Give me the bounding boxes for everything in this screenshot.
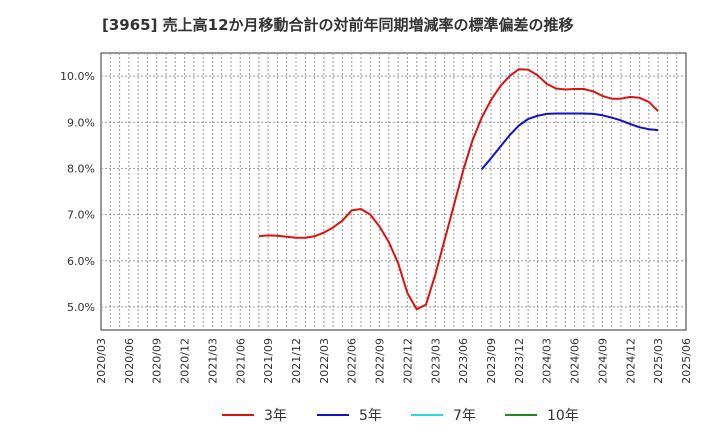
x-tick-label: 2021/06 (234, 338, 247, 384)
legend-label: 3年 (264, 408, 287, 424)
grid-layer (101, 53, 686, 330)
x-tick-label: 2025/03 (652, 338, 665, 384)
legend-swatch (505, 414, 537, 416)
y-tick-label: 7.0% (67, 209, 95, 222)
x-tick-label: 2022/09 (374, 338, 387, 384)
legend-label: 5年 (359, 408, 382, 424)
legend-label: 10年 (547, 408, 579, 424)
legend-item: 3年 (222, 404, 287, 426)
x-tick-label: 2024/09 (596, 338, 609, 384)
x-tick-label: 2023/09 (485, 338, 498, 384)
x-axis: 2020/03 2020/06 2020/09 2020/12 2021/03 2021/… (95, 338, 693, 384)
legend-swatch (317, 414, 349, 416)
x-tick-label: 2024/06 (569, 338, 582, 384)
x-tick-label: 2021/09 (262, 338, 275, 384)
x-tick-label: 2021/03 (206, 338, 219, 384)
x-tick-label: 2020/03 (95, 338, 108, 384)
x-tick-label: 2023/12 (513, 338, 526, 384)
legend-item: 7年 (411, 404, 476, 426)
x-tick-label: 2023/03 (429, 338, 442, 384)
legend-swatch (222, 414, 254, 416)
series-line-3年 (258, 68, 659, 311)
x-tick-label: 2024/12 (624, 338, 637, 384)
y-tick-label: 5.0% (67, 301, 95, 314)
legend-swatch (411, 414, 443, 416)
legend-item: 5年 (317, 404, 382, 426)
x-tick-label: 2020/12 (179, 338, 192, 384)
chart-title: [3965] 売上高12か月移動合計の対前年同期増減率の標準偏差の推移 (102, 16, 574, 34)
x-tick-label: 2023/06 (457, 338, 470, 384)
y-tick-label: 9.0% (67, 116, 95, 129)
legend-item: 10年 (505, 404, 579, 426)
legend: 3年 5年 7年 10年 (0, 404, 720, 426)
y-tick-label: 6.0% (67, 255, 95, 268)
series-line-5年 (480, 112, 659, 170)
y-tick-label: 8.0% (67, 162, 95, 175)
x-tick-label: 2025/06 (680, 338, 693, 384)
x-tick-label: 2024/03 (541, 338, 554, 384)
x-tick-label: 2020/09 (151, 338, 164, 384)
x-tick-label: 2022/12 (401, 338, 414, 384)
x-tick-label: 2020/06 (123, 338, 136, 384)
x-tick-label: 2022/03 (318, 338, 331, 384)
legend-label: 7年 (453, 408, 476, 424)
y-axis: 5.0% 6.0% 7.0% 8.0% 9.0% 10.0% (60, 70, 95, 314)
x-tick-label: 2022/06 (346, 338, 359, 384)
plot-area (100, 52, 687, 331)
y-tick-label: 10.0% (60, 70, 95, 83)
x-tick-label: 2021/12 (290, 338, 303, 384)
series-layer (258, 68, 659, 311)
